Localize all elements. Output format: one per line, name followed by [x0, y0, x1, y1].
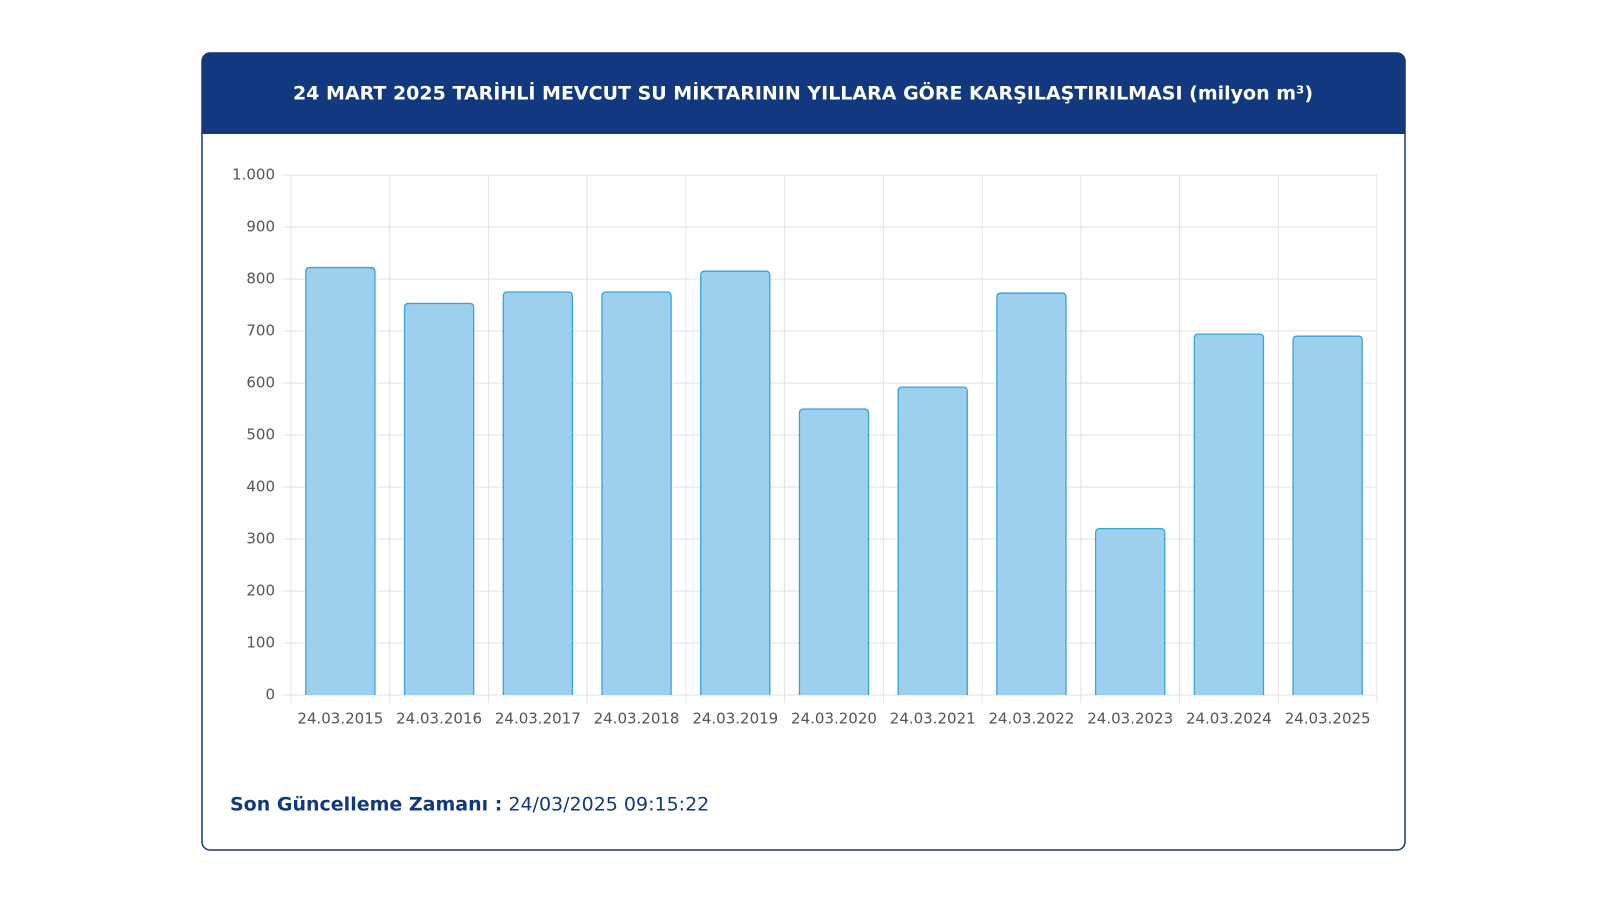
bar: [601, 291, 672, 695]
bar: [996, 292, 1067, 695]
card-header: [202, 53, 1405, 134]
bar: [305, 266, 376, 695]
y-tick-label: 400: [246, 478, 275, 496]
bar: [1292, 335, 1363, 695]
bar: [1193, 333, 1265, 695]
bar: [897, 386, 968, 695]
y-tick-label: 700: [246, 322, 275, 340]
x-tick-label: 24.03.2022: [989, 710, 1075, 728]
y-tick-label: 300: [246, 530, 275, 548]
bar: [700, 270, 771, 695]
x-tick-label: 24.03.2023: [1087, 710, 1173, 728]
y-tick-label: 100: [246, 634, 275, 652]
y-tick-label: 200: [246, 582, 275, 600]
y-tick-label: 500: [246, 426, 275, 444]
bar: [502, 291, 574, 695]
footer-label: Son Güncelleme Zamanı :: [230, 794, 502, 816]
y-tick-label: 600: [246, 374, 275, 392]
bar: [403, 302, 475, 695]
x-tick-label: 24.03.2017: [495, 710, 581, 728]
footer-value: 24/03/2025 09:15:22: [508, 794, 709, 816]
y-tick-label: 800: [246, 270, 275, 288]
y-tick-label: 0: [265, 686, 275, 704]
chart-title: 24 MART 2025 TARİHLİ MEVCUT SU MİKTARINI…: [293, 81, 1313, 105]
x-tick-label: 24.03.2015: [297, 710, 383, 728]
x-tick-label: 24.03.2024: [1186, 710, 1272, 728]
bar: [798, 408, 870, 695]
x-tick-label: 24.03.2021: [890, 710, 976, 728]
x-tick-label: 24.03.2020: [791, 710, 877, 728]
y-tick-label: 900: [246, 218, 275, 236]
x-tick-label: 24.03.2025: [1285, 710, 1371, 728]
x-tick-label: 24.03.2018: [594, 710, 680, 728]
x-tick-label: 24.03.2019: [692, 710, 778, 728]
x-tick-label: 24.03.2016: [396, 710, 482, 728]
bar: [1094, 527, 1166, 695]
y-tick-label: 1.000: [232, 166, 275, 184]
